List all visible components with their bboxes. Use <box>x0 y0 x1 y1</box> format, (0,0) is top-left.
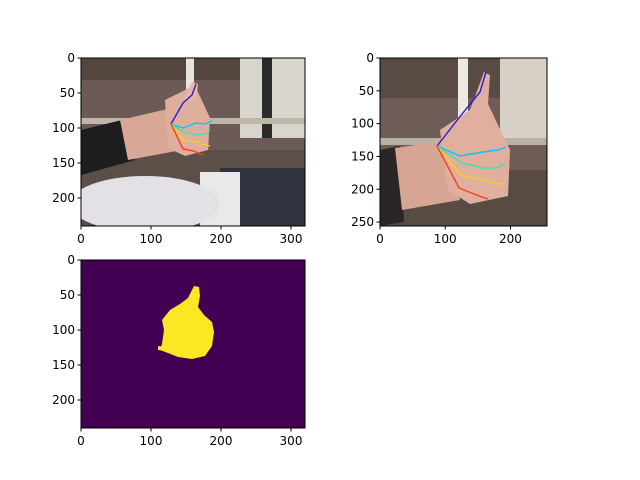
y-tick-label: 0 <box>67 253 75 267</box>
photo-window <box>240 58 305 138</box>
x-tick-label: 0 <box>376 232 384 246</box>
axes-frame-full <box>80 57 306 227</box>
skeleton-thumb-line <box>436 71 487 147</box>
x-tick-label: 100 <box>434 232 457 246</box>
y-tick-label: 200 <box>52 191 75 205</box>
x-tick-label: 300 <box>280 434 303 448</box>
skeleton-ring-line <box>170 123 211 147</box>
y-tick-label: 100 <box>351 117 374 131</box>
x-tick-label: 100 <box>140 434 163 448</box>
crop-window <box>500 58 547 138</box>
y-tick-label: 200 <box>52 393 75 407</box>
photo-hand <box>165 84 210 156</box>
y-tick-label: 100 <box>52 121 75 135</box>
panel-photo-crop <box>380 58 547 226</box>
photo-window-frame <box>262 58 272 138</box>
y-tick-label: 50 <box>60 288 75 302</box>
x-tick-label: 200 <box>499 232 522 246</box>
photo-sleeve <box>81 118 135 175</box>
skeleton-pinky-line <box>436 145 489 200</box>
skeleton-index-line <box>436 145 507 157</box>
y-tick-label: 100 <box>52 323 75 337</box>
y-tick-label: 0 <box>366 51 374 65</box>
panel-photo-full <box>81 58 305 226</box>
skeleton-index-line <box>170 120 213 129</box>
axes-frame-mask <box>80 259 306 429</box>
x-tick-label: 0 <box>77 434 85 448</box>
ticks-full: 0 100 200 300 0 50 100 150 200 <box>52 51 302 246</box>
x-tick-label: 0 <box>77 232 85 246</box>
skeleton-thumb-line <box>170 83 197 125</box>
y-tick-label: 150 <box>52 156 75 170</box>
photo-thumb <box>183 82 198 100</box>
panel-mask <box>81 260 305 428</box>
skeleton-full <box>170 83 213 156</box>
y-tick-label: 250 <box>351 215 374 229</box>
skeleton-middle-line <box>170 123 211 136</box>
y-tick-label: 200 <box>351 182 374 196</box>
x-tick-label: 200 <box>210 232 233 246</box>
y-tick-label: 0 <box>67 51 75 65</box>
x-tick-label: 100 <box>140 232 163 246</box>
y-tick-label: 50 <box>60 86 75 100</box>
x-tick-label: 200 <box>210 434 233 448</box>
skeleton-middle-line <box>436 145 506 169</box>
ticks-mask: 0 100 200 300 0 50 100 150 200 <box>52 253 302 448</box>
y-tick-label: 50 <box>359 84 374 98</box>
x-tick-label: 300 <box>280 232 303 246</box>
y-tick-label: 150 <box>351 149 374 163</box>
skeleton-crop <box>436 71 507 200</box>
skeleton-ring-line <box>436 145 504 185</box>
photo-patterned-bag <box>81 176 220 226</box>
y-tick-label: 150 <box>52 358 75 372</box>
mask-hand-region <box>158 286 214 359</box>
skeleton-pinky-line <box>170 123 205 156</box>
axes-frame-crop <box>379 57 548 227</box>
ticks-crop: 0 100 200 0 50 100 150 200 250 <box>351 51 522 246</box>
